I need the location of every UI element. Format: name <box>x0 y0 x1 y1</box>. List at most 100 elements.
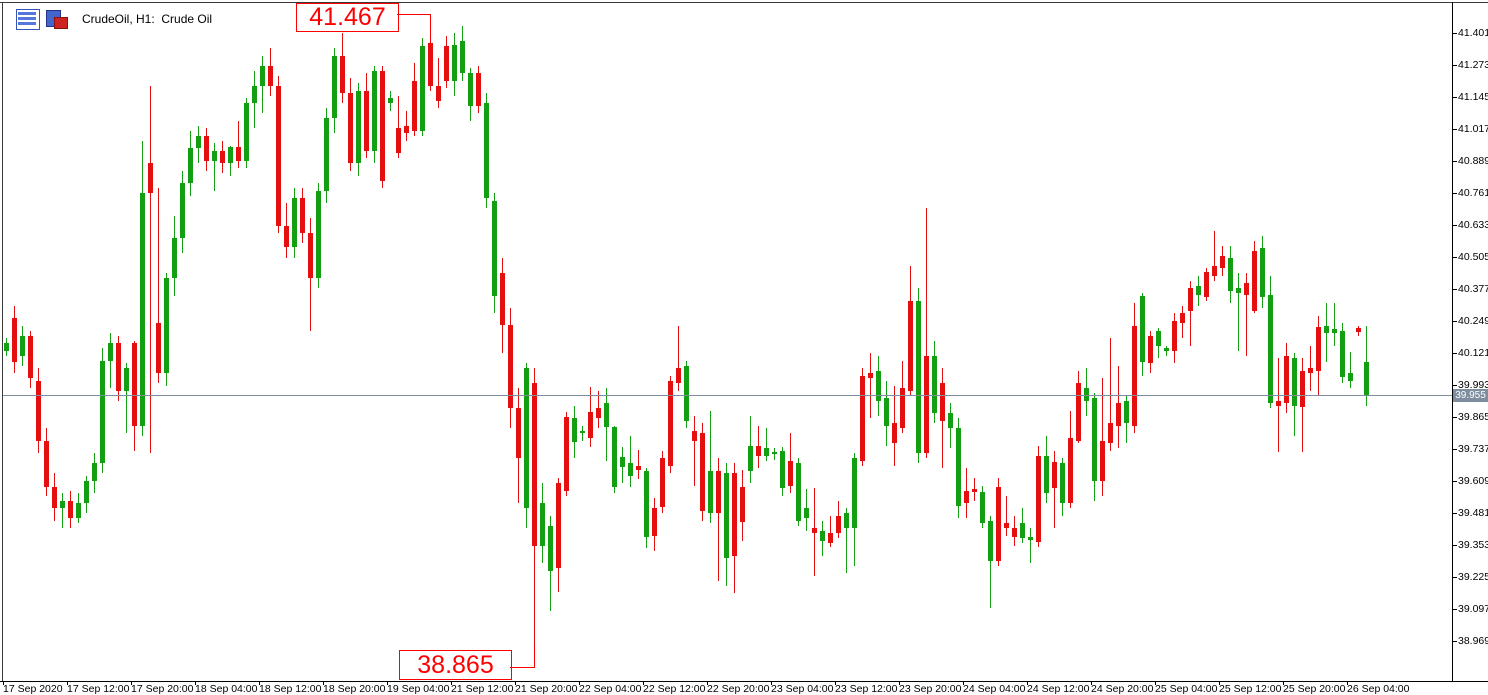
candle-body <box>204 136 209 161</box>
price-axis-label: 39.353 <box>1458 539 1488 551</box>
time-axis-label: 24 Sep 20:00 <box>1091 683 1154 695</box>
candle-body <box>868 373 873 378</box>
time-axis-label: 25 Sep 20:00 <box>1283 683 1346 695</box>
candle-body <box>604 403 609 427</box>
candle-body <box>268 66 273 86</box>
price-axis-tick <box>1452 289 1457 290</box>
candle-body <box>1084 388 1089 401</box>
candle-body <box>180 183 185 238</box>
candle-body <box>1148 336 1153 363</box>
price-axis-tick <box>1452 257 1457 258</box>
candle-body <box>76 503 81 518</box>
candle-body <box>4 343 9 351</box>
price-axis-tick <box>1452 385 1457 386</box>
price-axis-tick <box>1452 193 1457 194</box>
price-axis-tick <box>1452 65 1457 66</box>
candle-body <box>1348 373 1353 381</box>
candle-body <box>884 398 889 426</box>
time-axis-tick <box>67 681 68 685</box>
candle-wick <box>1214 231 1215 281</box>
price-axis-label: 40.761 <box>1458 187 1488 199</box>
candle-wick <box>1190 281 1191 346</box>
candle-body <box>1300 371 1305 407</box>
time-axis-label: 24 Sep 04:00 <box>963 683 1026 695</box>
candle-wick <box>150 86 151 453</box>
candle-body <box>716 471 721 513</box>
candle-body <box>148 163 153 193</box>
time-axis-tick <box>579 681 580 685</box>
candle-body <box>1276 401 1281 406</box>
candle-body <box>388 98 393 103</box>
candle-body <box>52 487 57 508</box>
candle-body <box>756 446 761 456</box>
candle-body <box>1108 423 1113 443</box>
candle-wick <box>438 58 439 108</box>
candle-body <box>828 533 833 543</box>
candle-body <box>588 412 593 438</box>
candle-body <box>652 508 657 536</box>
candle-body <box>244 103 249 161</box>
candle-wick <box>694 416 695 486</box>
high-callout-line-horizontal <box>397 14 430 15</box>
window-left-border <box>2 2 3 681</box>
candle-body <box>500 273 505 325</box>
candle-body <box>1020 523 1025 538</box>
candle-body <box>1180 313 1185 323</box>
low-price-callout[interactable]: 38.865 <box>399 650 512 680</box>
time-axis-label: 23 Sep 12:00 <box>835 683 898 695</box>
price-axis-tick <box>1452 33 1457 34</box>
time-axis-label: 18 Sep 20:00 <box>323 683 386 695</box>
time-axis-tick <box>835 681 836 685</box>
candle-body <box>84 481 89 503</box>
candle-wick <box>214 143 215 191</box>
candle-wick <box>710 411 711 523</box>
candle-body <box>348 93 353 163</box>
candle-body <box>844 513 849 528</box>
price-axis-tick <box>1452 417 1457 418</box>
price-axis-tick <box>1452 353 1457 354</box>
price-axis-label: 39.865 <box>1458 411 1488 423</box>
candle-body <box>508 325 513 408</box>
price-axis-label: 39.993 <box>1458 379 1488 391</box>
candle-body <box>364 91 369 151</box>
candle-body <box>252 86 257 103</box>
price-axis-tick <box>1452 129 1457 130</box>
chart-plot-area[interactable] <box>0 0 1452 681</box>
candle-body <box>1116 403 1121 426</box>
candle-body <box>156 323 161 373</box>
candle-body <box>708 471 713 513</box>
price-axis-label: 39.097 <box>1458 603 1488 615</box>
candle-body <box>1012 528 1017 537</box>
candle-body <box>60 501 65 508</box>
candle-body <box>380 71 385 181</box>
candle-body <box>620 457 625 467</box>
time-axis-label: 22 Sep 20:00 <box>707 683 770 695</box>
candle-body <box>220 151 225 163</box>
candle-body <box>100 361 105 463</box>
candle-body <box>28 336 33 378</box>
candle-body <box>1132 326 1137 426</box>
price-axis-label: 41.017 <box>1458 123 1488 135</box>
time-axis-tick <box>323 681 324 685</box>
time-axis-label: 19 Sep 04:00 <box>387 683 450 695</box>
candle-body <box>764 448 769 456</box>
candle-wick <box>638 450 639 479</box>
candle-body <box>532 383 537 546</box>
price-axis-tick <box>1452 321 1457 322</box>
candle-body <box>836 516 841 533</box>
candle-body <box>668 381 673 466</box>
candle-body <box>1364 362 1369 395</box>
candle-body <box>460 41 465 73</box>
candle-body <box>732 473 737 556</box>
candle-body <box>92 463 97 481</box>
time-axis-separator <box>0 681 1488 682</box>
candle-body <box>1004 523 1009 528</box>
price-axis-tick <box>1452 641 1457 642</box>
candle-body <box>1100 441 1105 481</box>
time-axis-label: 17 Sep 12:00 <box>67 683 130 695</box>
candle-body <box>228 147 233 163</box>
time-axis-label: 25 Sep 04:00 <box>1155 683 1218 695</box>
high-price-callout[interactable]: 41.467 <box>296 3 399 32</box>
candle-body <box>236 147 241 161</box>
candle-body <box>340 56 345 93</box>
